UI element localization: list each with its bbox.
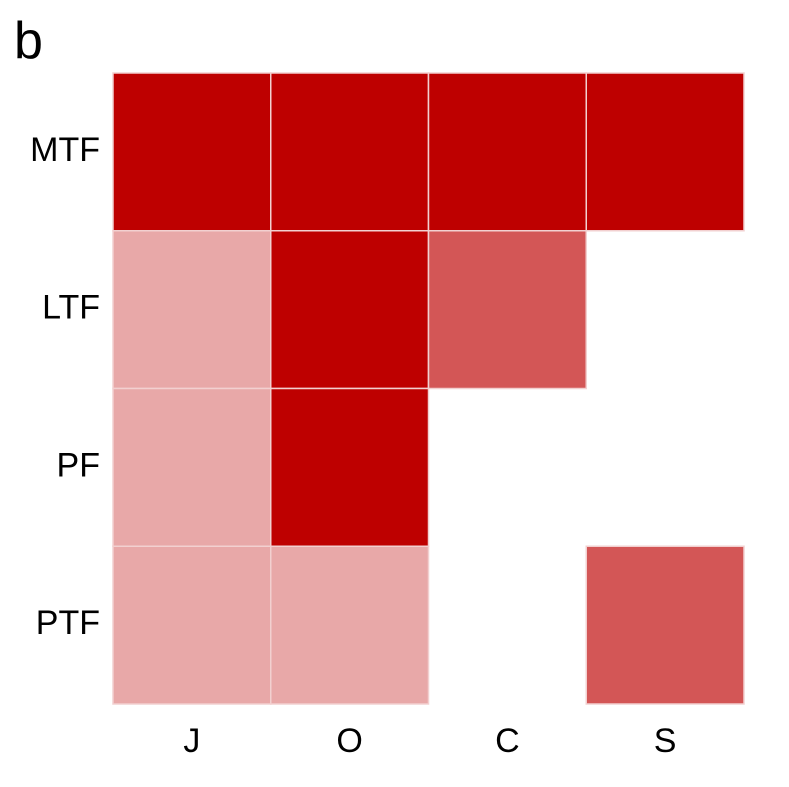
heatmap-cell-ptf-o [270, 545, 430, 705]
panel-label: b [14, 12, 43, 70]
heatmap-cells [112, 72, 745, 705]
heatmap-cell-mtf-j [112, 72, 272, 232]
column-label-j: J [183, 722, 200, 760]
heatmap-cell-ptf-j [112, 545, 272, 705]
heatmap-cell-mtf-c [427, 72, 587, 232]
column-label-c: C [495, 722, 520, 760]
heatmap-cell-pf-o [270, 387, 430, 547]
row-label-pf: PF [57, 446, 100, 484]
column-label-o: O [336, 722, 362, 760]
heatmap-cell-ptf-s [585, 545, 745, 705]
heatmap-cell-ltf-c [427, 230, 587, 390]
column-label-s: S [654, 722, 677, 760]
row-label-mtf: MTF [30, 131, 100, 169]
row-label-ltf: LTF [42, 289, 100, 327]
row-labels: MTF LTF PF PTF [30, 131, 100, 642]
heatmap-cell-ltf-j [112, 230, 272, 390]
heatmap-cell-ltf-o [270, 230, 430, 390]
row-label-ptf: PTF [36, 604, 100, 642]
heatmap-cell-mtf-s [585, 72, 745, 232]
heatmap-cell-pf-j [112, 387, 272, 547]
heatmap-cell-mtf-o [270, 72, 430, 232]
